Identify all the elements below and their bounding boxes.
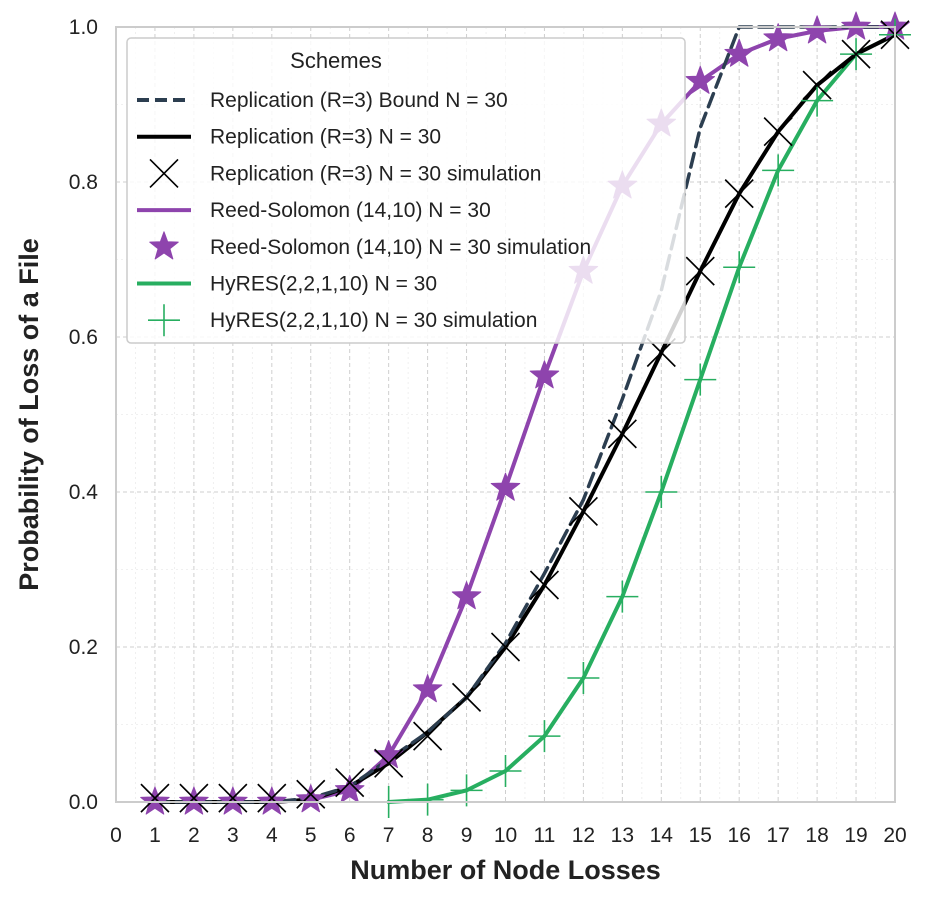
data-point: [257, 783, 287, 813]
legend-label: Reed-Solomon (14,10) N = 30: [210, 199, 491, 222]
data-point: [374, 748, 404, 778]
x-tick-label: 6: [344, 824, 356, 847]
x-tick-label: 14: [650, 824, 674, 847]
data-point: [373, 740, 404, 769]
y-axis-title: Probability of Loss of a File: [14, 238, 44, 591]
y-tick-label: 1.0: [69, 16, 98, 39]
data-point: [801, 84, 834, 117]
data-point: [295, 784, 326, 813]
data-point: [685, 65, 716, 94]
legend-label: Reed-Solomon (14,10) N = 30 simulation: [210, 236, 591, 259]
x-tick-label: 0: [110, 824, 122, 847]
data-point: [568, 496, 598, 526]
plot-frame: [115, 26, 896, 803]
legend-handle: [149, 158, 179, 188]
legend-label: HyRES(2,2,1,10) N = 30: [210, 273, 437, 296]
legend-title: Schemes: [290, 48, 382, 73]
data-point: [296, 779, 326, 809]
legend-handle: [149, 231, 179, 260]
data-point: [451, 682, 482, 712]
x-tick-label: 10: [494, 824, 517, 847]
data-point: [802, 70, 832, 100]
x-tick-label: 16: [728, 824, 751, 847]
x-tick-label: 17: [766, 824, 789, 847]
y-tick-label: 0.4: [69, 481, 99, 504]
data-point: [489, 755, 522, 787]
x-tick-label: 8: [422, 824, 434, 847]
data-point: [606, 580, 639, 613]
data-point: [179, 783, 209, 813]
tick-labels: 0 1 2 3 4 5 6 7 8 9 10 11 12 13 14 15 16 17 18 19 200.00.20.…: [69, 16, 907, 847]
data-point: [763, 117, 793, 147]
y-tick-label: 0.6: [69, 326, 98, 349]
x-tick-label: 1: [149, 824, 161, 847]
y-tick-label: 0.0: [69, 791, 98, 814]
x-tick-label: 18: [805, 824, 828, 847]
legend-label: Replication (R=3) N = 30: [210, 126, 441, 149]
series-line: [386, 32, 897, 804]
data-point: [724, 179, 754, 209]
legend-marker: [149, 158, 179, 188]
data-point: [257, 786, 287, 815]
data-point: [685, 256, 715, 286]
data-point: [802, 15, 832, 44]
x-tick-label: 4: [266, 824, 278, 847]
data-point: [451, 581, 482, 610]
data-point: [335, 768, 365, 798]
data-point: [412, 674, 443, 703]
data-point: [684, 363, 717, 396]
data-point: [763, 23, 793, 52]
legend-box: [126, 37, 686, 344]
data-point: [490, 472, 521, 501]
x-tick-label: 9: [461, 824, 473, 847]
data-point: [140, 783, 170, 813]
data-point: [334, 774, 365, 804]
x-tick-label: 3: [227, 824, 239, 847]
data-point: [762, 154, 795, 187]
x-tick-label: 7: [383, 824, 395, 847]
legend: Schemes Replication (R=3) Bound N = 30Re…: [126, 37, 686, 344]
data-point: [528, 720, 561, 753]
y-tick-label: 0.2: [69, 636, 98, 659]
legend-entries: Replication (R=3) Bound N = 30 Replicatio…: [137, 89, 591, 337]
y-tick-label: 0.8: [69, 171, 98, 194]
legend-label: Replication (R=3) Bound N = 30: [210, 89, 508, 112]
x-tick-label: 2: [188, 824, 200, 847]
data-point: [645, 476, 678, 508]
data-point: [841, 39, 871, 69]
legend-label: Replication (R=3) N = 30 simulation: [210, 162, 542, 185]
x-tick-label: 12: [572, 824, 595, 847]
legend-marker: [148, 304, 180, 337]
data-point: [413, 721, 443, 751]
data-point: [567, 662, 600, 694]
x-tick-label: 20: [883, 824, 906, 847]
series-2: [140, 20, 910, 813]
data-point: [723, 251, 756, 284]
data-point: [529, 570, 560, 600]
data-point: [218, 786, 248, 815]
data-point: [724, 38, 754, 67]
data-point: [841, 11, 871, 40]
series-5: [386, 32, 897, 804]
x-tick-label: 5: [305, 824, 317, 847]
legend-label: HyRES(2,2,1,10) N = 30 simulation: [210, 309, 537, 332]
data-point: [140, 786, 170, 815]
legend-handle: [148, 304, 180, 337]
x-tick-label: 15: [689, 824, 712, 847]
data-point: [529, 360, 560, 389]
data-point: [607, 419, 637, 449]
data-point: [490, 632, 521, 662]
legend-marker: [149, 231, 179, 260]
data-point: [411, 783, 444, 816]
data-point: [179, 786, 209, 815]
data-point: [218, 783, 248, 813]
x-tick-label: 11: [534, 824, 556, 847]
x-axis-title: Number of Node Losses: [350, 855, 661, 885]
x-tick-label: 13: [611, 824, 634, 847]
x-tick-label: 19: [844, 824, 867, 847]
